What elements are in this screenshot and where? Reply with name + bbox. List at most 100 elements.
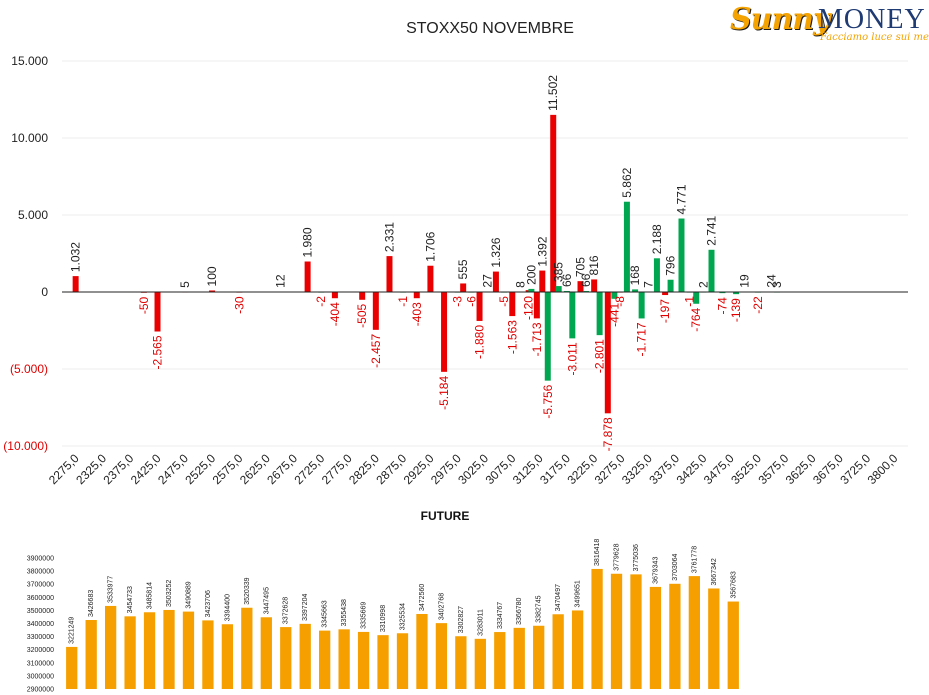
- bar: [569, 292, 576, 339]
- future-y-tick-label: 3200000: [27, 647, 54, 654]
- data-label: -1.563: [505, 320, 519, 354]
- future-data-label: 3397204: [302, 594, 309, 621]
- future-y-tick-label: 3700000: [27, 582, 54, 589]
- logo-brand-money: MONEY: [818, 4, 926, 35]
- future-bar: [105, 605, 117, 689]
- future-data-label: 3310998: [380, 605, 387, 632]
- future-data-label: 3345663: [322, 600, 329, 627]
- future-y-tick-label: 3400000: [27, 621, 54, 628]
- future-data-label: 3485814: [147, 582, 154, 609]
- future-bar: [396, 633, 409, 689]
- future-bar: [357, 631, 370, 689]
- bar: [632, 289, 639, 292]
- future-data-label: 3423706: [205, 590, 212, 617]
- future-bar: [260, 617, 272, 689]
- y-tick-label: 5.000: [18, 208, 48, 222]
- data-label: -30: [232, 296, 246, 314]
- data-label: -505: [355, 303, 369, 327]
- future-y-tick-label: 3900000: [27, 556, 54, 563]
- future-bar: [202, 620, 214, 689]
- future-bar: [649, 586, 662, 689]
- future-bar: [319, 630, 331, 689]
- bar: [708, 249, 715, 292]
- bar: [653, 258, 660, 292]
- future-data-label: 3679343: [652, 557, 659, 584]
- data-label: -6: [464, 296, 478, 307]
- data-label: 1.326: [489, 237, 503, 267]
- future-bar: [182, 611, 195, 689]
- data-label: 2.741: [705, 215, 719, 245]
- future-data-label: 3761778: [691, 546, 698, 573]
- future-data-label: 3402768: [438, 593, 445, 620]
- future-bar: [708, 588, 720, 689]
- main-chart-gridlines: [62, 60, 908, 447]
- bar: [476, 292, 483, 321]
- future-bar: [669, 583, 681, 689]
- future-data-label: 3567683: [730, 571, 737, 598]
- future-bar: [610, 573, 623, 689]
- bar: [372, 292, 379, 330]
- future-bar: [416, 613, 428, 689]
- future-data-label: 3470497: [555, 584, 562, 611]
- data-label: 1.980: [301, 227, 315, 257]
- future-data-label: 3490889: [185, 581, 192, 608]
- x-tick-label: 3800,0: [865, 451, 901, 487]
- data-label: -441: [607, 302, 621, 326]
- future-data-label: 3372628: [283, 597, 290, 624]
- data-label: -403: [410, 302, 424, 326]
- bar: [509, 292, 516, 317]
- data-label: 100: [205, 266, 219, 286]
- bar: [359, 292, 366, 300]
- future-bar: [85, 620, 97, 689]
- bar: [386, 256, 393, 292]
- future-data-label: 3454733: [127, 586, 134, 613]
- data-label: 555: [456, 259, 470, 279]
- data-label: -7.878: [601, 417, 615, 451]
- bar: [539, 270, 546, 292]
- data-label: 2.331: [382, 222, 396, 252]
- bar: [693, 292, 700, 304]
- main-chart-x-ticks: 2275,02325,02375,02425,02475,02525,02575…: [46, 451, 901, 487]
- bar: [209, 290, 216, 292]
- future-bar: [727, 601, 739, 689]
- data-label: -22: [751, 296, 765, 314]
- bar: [611, 292, 618, 299]
- data-label: 816: [587, 255, 601, 275]
- data-label: -5.756: [541, 384, 555, 418]
- data-label: -2.457: [369, 334, 383, 368]
- data-label: 168: [628, 265, 642, 285]
- future-data-label: 3520339: [244, 577, 251, 604]
- y-tick-label: 15.000: [11, 54, 48, 68]
- data-label: -2.801: [593, 339, 607, 373]
- bar: [555, 286, 562, 292]
- future-y-tick-label: 3500000: [27, 608, 54, 615]
- sunny-money-logo: Sunny MONEY Facciamo luce sui mercati: [726, 2, 929, 46]
- bar: [528, 288, 535, 292]
- bar: [662, 292, 669, 296]
- data-label: 27: [481, 274, 495, 288]
- future-data-label: 3499651: [575, 580, 582, 607]
- data-label: -197: [658, 299, 672, 323]
- data-label: 796: [664, 255, 678, 275]
- bar: [544, 292, 551, 381]
- future-data-label: 3355438: [341, 599, 348, 626]
- data-label: -5: [497, 296, 511, 307]
- bar: [582, 290, 589, 292]
- data-label: -74: [715, 297, 729, 315]
- future-chart-bars: [66, 568, 739, 689]
- future-bar: [124, 616, 136, 689]
- data-label: -1: [683, 296, 697, 307]
- future-y-tick-label: 3600000: [27, 595, 54, 602]
- future-chart-title: FUTURE: [421, 509, 470, 523]
- future-bar: [377, 635, 389, 689]
- bar: [678, 218, 685, 292]
- future-data-label: 3533977: [108, 576, 115, 603]
- future-bar: [435, 623, 448, 689]
- future-bar: [455, 636, 467, 689]
- data-label: -5.184: [437, 376, 451, 410]
- data-label: -404: [328, 302, 342, 326]
- future-data-label: 3283011: [477, 609, 484, 636]
- future-bar: [241, 607, 253, 689]
- data-label: -3.011: [565, 342, 579, 375]
